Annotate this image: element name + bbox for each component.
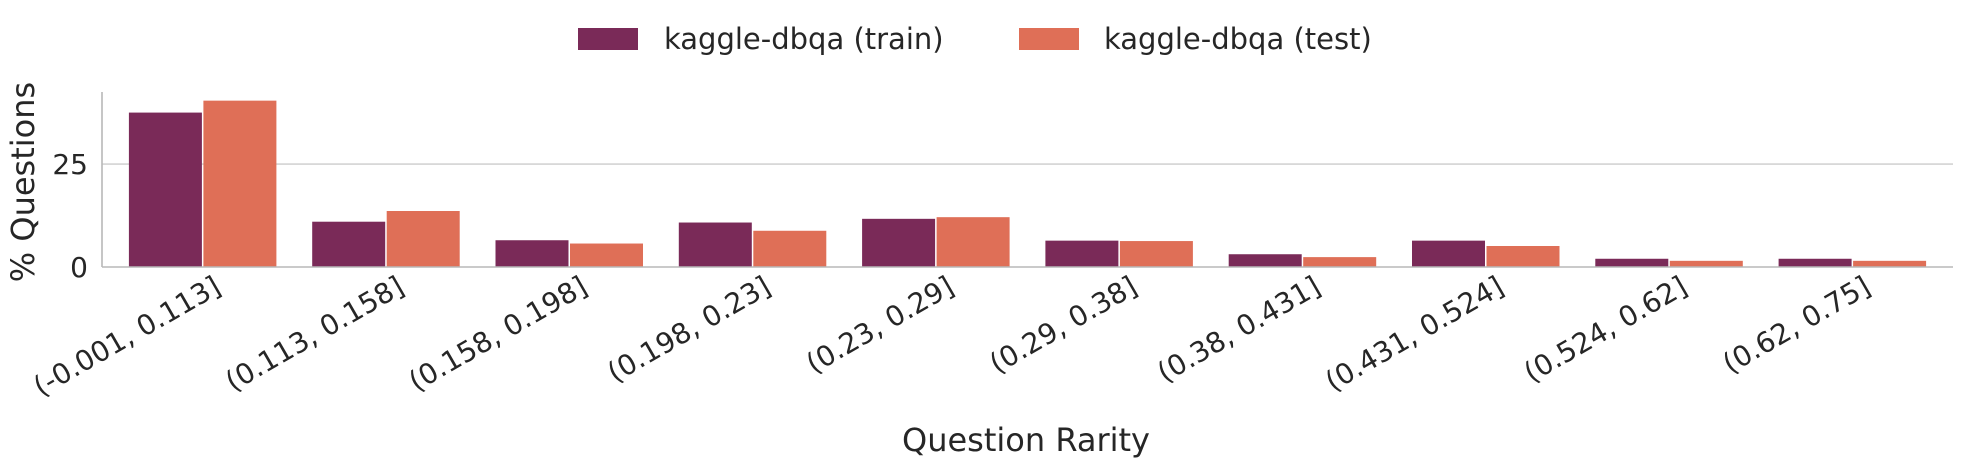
bar-train-7 <box>1412 240 1485 267</box>
legend-label-test: kaggle-dbqa (test) <box>1104 22 1372 56</box>
x-axis-title: Question Rarity <box>902 421 1150 459</box>
x-tick-label: (0.38, 0.431] <box>1152 269 1326 389</box>
x-tick-label: (-0.001, 0.113] <box>28 269 226 403</box>
legend-label-train: kaggle-dbqa (train) <box>664 22 944 56</box>
bar-test-7 <box>1486 246 1560 267</box>
x-tick-label: (0.29, 0.38] <box>984 269 1143 380</box>
y-axis-title: % Questions <box>4 82 42 282</box>
y-tick-label: 0 <box>70 251 88 284</box>
legend-swatch-test <box>1019 28 1079 50</box>
bar-train-6 <box>1228 254 1302 267</box>
bar-layer <box>128 100 1927 268</box>
bar-train-1 <box>312 221 386 267</box>
x-tick-label: (0.524, 0.62] <box>1518 269 1692 389</box>
bar-test-5 <box>1119 241 1193 267</box>
legend: kaggle-dbqa (train) kaggle-dbqa (test) <box>578 22 1372 56</box>
bar-test-2 <box>570 243 643 267</box>
bar-test-3 <box>753 230 827 267</box>
bar-train-0 <box>128 112 202 268</box>
bar-train-8 <box>1595 258 1669 267</box>
bar-train-4 <box>862 218 936 267</box>
bar-test-0 <box>203 100 277 267</box>
legend-swatch-train <box>578 28 638 50</box>
bar-train-2 <box>495 240 569 267</box>
axis-layer <box>101 92 1953 268</box>
bar-test-4 <box>936 217 1010 267</box>
bar-test-9 <box>1853 260 1927 267</box>
bar-test-8 <box>1669 260 1743 267</box>
x-tick-label: (0.113, 0.158] <box>220 269 410 398</box>
bar-test-1 <box>386 211 460 267</box>
y-tick-label: 25 <box>52 148 88 181</box>
x-tick-labels: (-0.001, 0.113](0.113, 0.158](0.158, 0.1… <box>28 269 1876 403</box>
bar-test-6 <box>1303 257 1377 267</box>
x-tick-label: (0.431, 0.524] <box>1320 269 1510 398</box>
bar-train-9 <box>1778 258 1852 267</box>
x-tick-label: (0.62, 0.75] <box>1717 269 1876 380</box>
x-tick-label: (0.198, 0.23] <box>602 269 776 389</box>
y-tick-labels: 0 25 <box>52 148 88 284</box>
x-tick-label: (0.23, 0.29] <box>801 269 960 380</box>
x-tick-label: (0.158, 0.198] <box>403 269 593 398</box>
bar-train-3 <box>678 222 752 267</box>
bar-train-5 <box>1045 240 1119 267</box>
